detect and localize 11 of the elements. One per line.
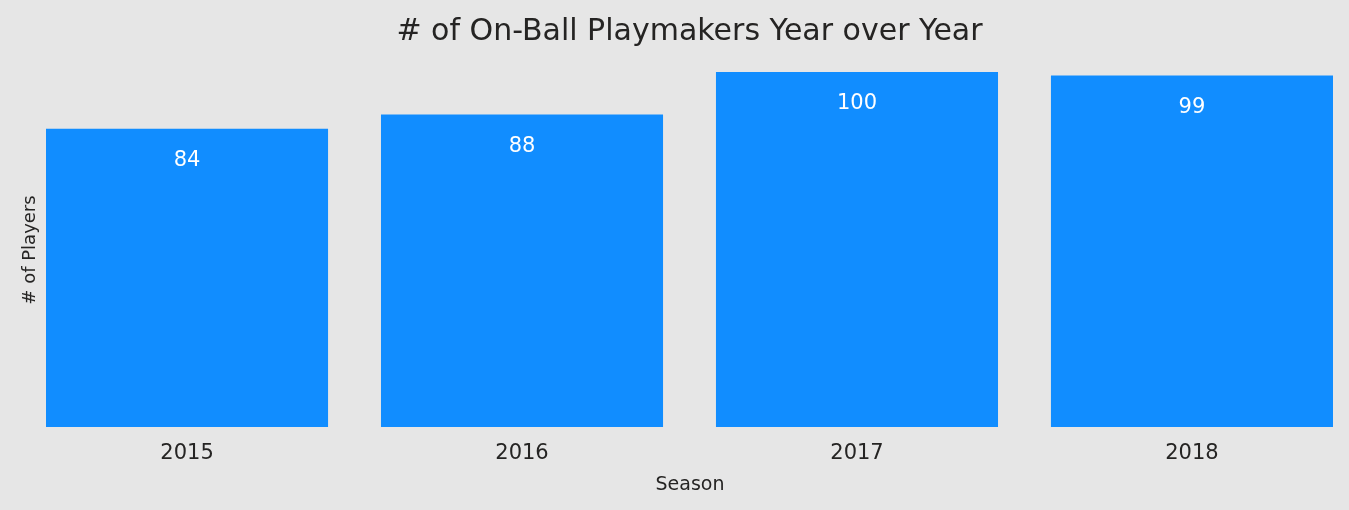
data-label: 84 bbox=[173, 146, 201, 171]
x-tick-label: 2018 bbox=[1165, 439, 1219, 464]
data-label: 88 bbox=[508, 132, 536, 157]
x-axis-title: Season bbox=[655, 471, 725, 494]
y-axis-title: # of Players bbox=[17, 195, 39, 305]
x-tick-label: 2016 bbox=[495, 439, 549, 464]
x-tick-label: 2017 bbox=[830, 439, 884, 464]
x-tick-label: 2015 bbox=[160, 439, 214, 464]
data-label: 100 bbox=[836, 90, 878, 114]
data-label: 99 bbox=[1178, 93, 1206, 118]
chart-title: # of On-Ball Playmakers Year over Year bbox=[396, 12, 984, 47]
